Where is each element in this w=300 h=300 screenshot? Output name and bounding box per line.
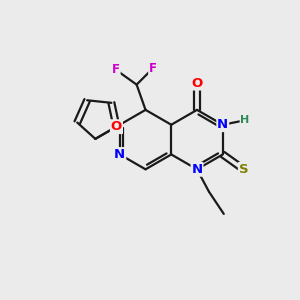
Text: N: N [191,163,203,176]
Text: F: F [112,63,120,76]
Text: O: O [191,76,203,90]
Text: S: S [239,163,248,176]
Text: N: N [217,118,228,131]
Text: H: H [240,115,250,125]
Text: O: O [111,120,122,133]
Text: F: F [149,62,157,75]
Text: N: N [114,148,125,161]
